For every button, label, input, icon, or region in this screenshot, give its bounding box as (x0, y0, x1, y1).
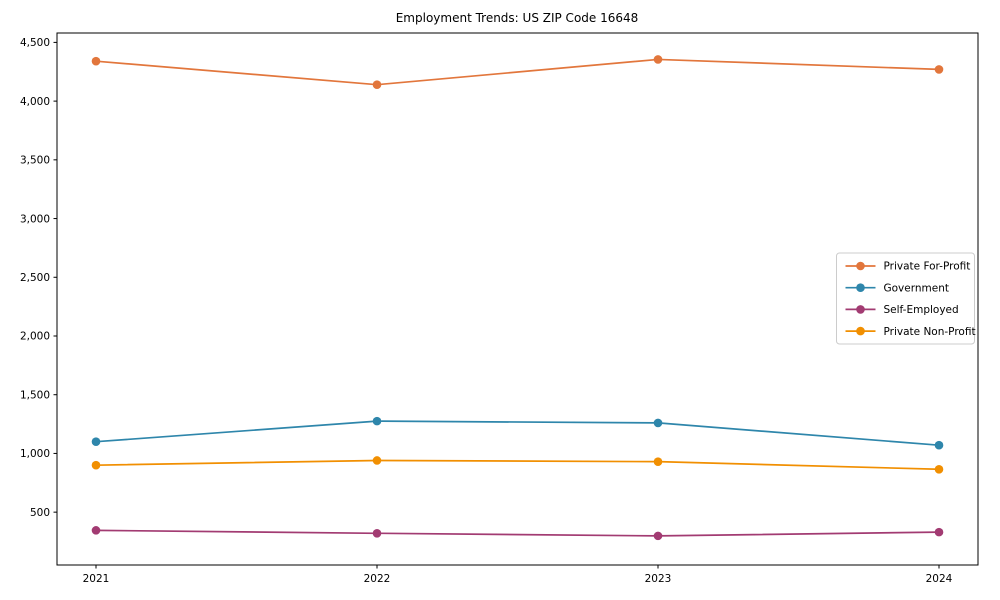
y-tick-label: 4,000 (20, 96, 50, 108)
legend-label-private-for-profit: Private For-Profit (884, 261, 971, 273)
x-tick-label-2021: 2021 (83, 573, 110, 585)
legend-marker-private-for-profit (856, 261, 865, 271)
legend-marker-government (856, 283, 865, 293)
y-tick-label: 3,500 (20, 155, 50, 167)
data-point-self-employed-2022 (372, 528, 382, 538)
x-tick-label-2024: 2024 (926, 573, 953, 585)
data-point-self-employed-2023 (653, 531, 663, 541)
legend-marker-self-employed (856, 305, 865, 314)
series-line-private-for-profit (95, 58, 940, 86)
series-line-self-employed (95, 529, 940, 537)
legend-label-private-non-profit: Private Non-Profit (884, 326, 976, 338)
legend-marker-private-non-profit (856, 326, 865, 336)
data-point-government-2021 (91, 437, 101, 446)
y-tick-label: 1,000 (20, 448, 50, 460)
y-tick-label: 2,000 (20, 331, 50, 343)
y-tick-label: 500 (30, 507, 50, 519)
data-point-private-non-profit-2022 (372, 456, 382, 465)
x-tick-label-2023: 2023 (645, 573, 672, 585)
y-tick-label: 3,000 (20, 213, 50, 225)
chart-title: Employment Trends: US ZIP Code 16648 (396, 11, 639, 25)
data-point-private-non-profit-2021 (91, 460, 101, 470)
legend-label-self-employed: Self-Employed (884, 304, 959, 316)
data-point-private-for-profit-2021 (91, 56, 101, 66)
x-tick-label-2022: 2022 (364, 573, 391, 585)
data-point-private-for-profit-2024 (934, 65, 944, 74)
data-point-self-employed-2024 (934, 527, 944, 537)
data-point-self-employed-2021 (91, 526, 101, 535)
data-point-government-2024 (934, 440, 944, 450)
series-line-government (95, 420, 940, 447)
plot-area: 500 1,000 1,500 2,000 2,500 3,000 3,500 4,000 4,… (20, 32, 979, 585)
data-point-government-2022 (372, 416, 382, 426)
data-point-private-non-profit-2023 (653, 457, 663, 466)
data-point-government-2023 (653, 418, 663, 428)
legend-label-government: Government (884, 282, 949, 294)
y-tick-label: 4,500 (20, 37, 50, 49)
series-line-private-non-profit (95, 459, 940, 471)
data-point-private-non-profit-2024 (934, 464, 944, 474)
data-point-private-for-profit-2023 (653, 55, 663, 64)
y-tick-label: 2,500 (20, 272, 50, 284)
legend-box (836, 252, 975, 345)
y-tick-label: 1,500 (20, 389, 50, 401)
plot-frame (56, 32, 979, 566)
data-point-private-for-profit-2022 (372, 80, 382, 89)
